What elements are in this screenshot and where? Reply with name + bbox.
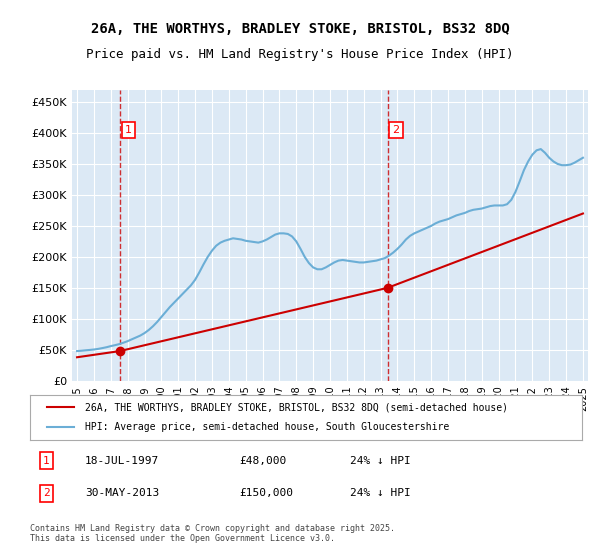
Text: 26A, THE WORTHYS, BRADLEY STOKE, BRISTOL, BS32 8DQ (semi-detached house): 26A, THE WORTHYS, BRADLEY STOKE, BRISTOL… <box>85 402 508 412</box>
Text: 26A, THE WORTHYS, BRADLEY STOKE, BRISTOL, BS32 8DQ: 26A, THE WORTHYS, BRADLEY STOKE, BRISTOL… <box>91 22 509 36</box>
Text: 1: 1 <box>43 456 50 465</box>
Text: 2: 2 <box>43 488 50 498</box>
Text: 30-MAY-2013: 30-MAY-2013 <box>85 488 160 498</box>
Text: Contains HM Land Registry data © Crown copyright and database right 2025.
This d: Contains HM Land Registry data © Crown c… <box>30 524 395 543</box>
Text: 18-JUL-1997: 18-JUL-1997 <box>85 456 160 465</box>
Text: 2: 2 <box>392 125 400 135</box>
Text: Price paid vs. HM Land Registry's House Price Index (HPI): Price paid vs. HM Land Registry's House … <box>86 48 514 60</box>
Text: £48,000: £48,000 <box>240 456 287 465</box>
Text: HPI: Average price, semi-detached house, South Gloucestershire: HPI: Average price, semi-detached house,… <box>85 422 449 432</box>
Text: £150,000: £150,000 <box>240 488 294 498</box>
Text: 24% ↓ HPI: 24% ↓ HPI <box>350 488 411 498</box>
Text: 24% ↓ HPI: 24% ↓ HPI <box>350 456 411 465</box>
Text: 1: 1 <box>125 125 132 135</box>
